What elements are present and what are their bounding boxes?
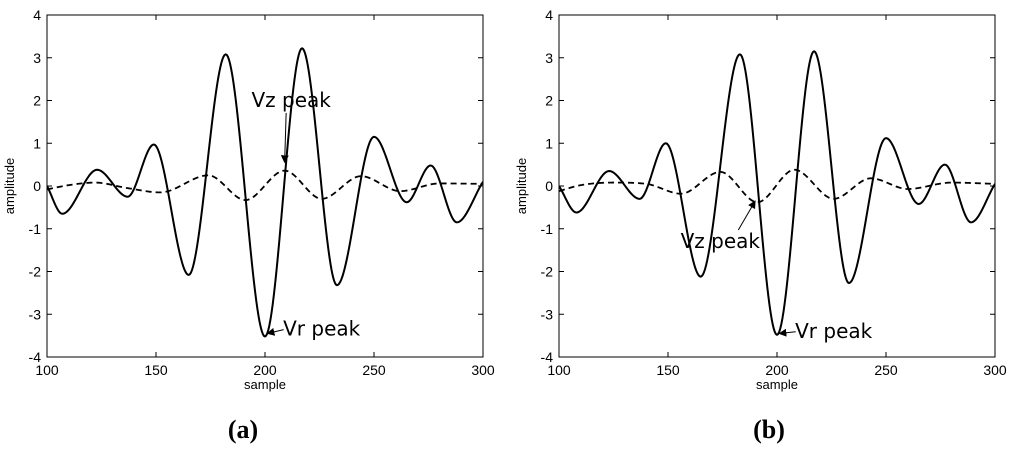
x-tick-label: 200 [765, 362, 789, 378]
x-tick-label: 300 [983, 362, 1007, 378]
y-tick-label: 3 [545, 50, 553, 66]
chart-panel-a: 100 150 200 250 300 -4 -3 -2 -1 0 1 2 3 4 sample amplit… [2, 7, 495, 392]
annotation-arrow [280, 112, 289, 164]
annotation-label: Vr peak [283, 317, 361, 341]
x-tick-label: 100 [35, 362, 59, 378]
y-tick-label: -3 [29, 306, 42, 322]
annotation-arrow [778, 328, 796, 337]
x-tick-label: 200 [253, 362, 277, 378]
chart-a-svg: 100 150 200 250 300 -4 -3 -2 -1 0 1 2 3 4 sample amplit… [2, 7, 495, 392]
y-tick-label: 4 [33, 7, 41, 23]
y-tick-label: 1 [545, 135, 553, 151]
y-tick-label: -1 [29, 221, 42, 237]
annotation-label: Vz peak [251, 88, 331, 112]
y-tick-label: -3 [541, 306, 554, 322]
y-tick-label: 0 [33, 178, 41, 194]
annotation-arrow [737, 200, 756, 231]
y-tick-label: -1 [541, 221, 554, 237]
series-line-dashed [559, 168, 995, 204]
x-tick-label: 100 [547, 362, 571, 378]
chart-panel-b: 100 150 200 250 300 -4 -3 -2 -1 0 1 2 3 4 sample amplit… [512, 0, 1024, 455]
series-line-solid [47, 47, 483, 338]
y-tick-label: 4 [545, 7, 553, 23]
annotation-label: Vz peak [681, 229, 761, 253]
y-axis-label: amplitude [2, 158, 17, 214]
x-tick-label: 150 [656, 362, 680, 378]
y-axis-label: amplitude [514, 158, 529, 214]
y-tick-label: 2 [545, 93, 553, 109]
x-tick-label: 150 [144, 362, 168, 378]
series-line-solid [559, 50, 995, 336]
x-axis-label: sample [756, 377, 798, 392]
y-tick-label: 3 [33, 50, 41, 66]
y-tick-label: -2 [541, 264, 554, 280]
y-tick-label: 1 [33, 135, 41, 151]
y-tick-label: 2 [33, 93, 41, 109]
x-axis-label: sample [244, 377, 286, 392]
x-tick-label: 250 [874, 362, 898, 378]
y-tick-label: -4 [541, 349, 554, 365]
y-tick-label: 0 [545, 178, 553, 194]
panel-label-b: (b) [753, 415, 785, 444]
panel-label-a: (a) [227, 415, 259, 444]
annotation-label: Vr peak [795, 319, 873, 343]
chart-b-svg: 100 150 200 250 300 -4 -3 -2 -1 0 1 2 3 4 sample amplit… [514, 7, 1007, 392]
x-tick-label: 300 [471, 362, 495, 378]
series-line-dashed [47, 169, 483, 202]
y-tick-label: -4 [29, 349, 42, 365]
annotation-arrow [266, 327, 284, 336]
y-tick-label: -2 [29, 264, 42, 280]
x-tick-label: 250 [362, 362, 386, 378]
